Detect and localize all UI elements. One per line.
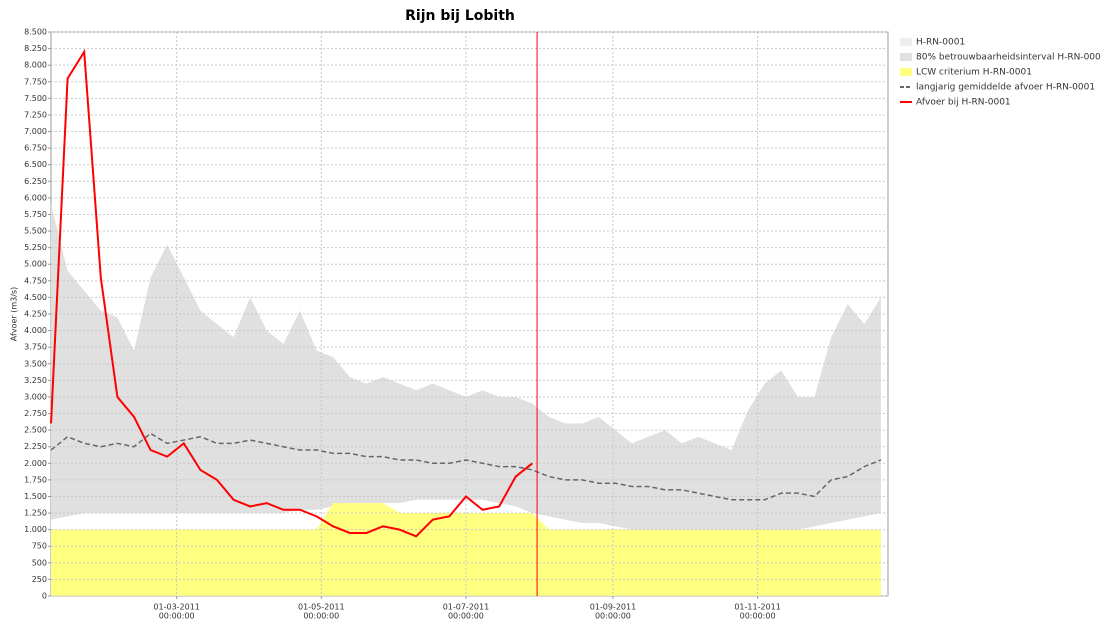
y-tick-label: 6.250 [24,177,47,186]
y-tick-label: 8.250 [24,44,47,53]
x-tick-label: 01-03-2011 [153,603,200,612]
y-tick-label: 2.750 [24,409,47,418]
line [50,432,882,501]
y-tick-label: 7.250 [24,110,47,119]
x-tick-time: 00:00:00 [303,612,339,621]
legend-swatch [900,38,912,46]
x-tick-label: 01-11-2011 [734,603,781,612]
x-tick-label: 01-07-2011 [443,603,490,612]
y-tick-label: 1.500 [24,492,47,501]
y-tick-label: 750 [32,542,47,551]
legend-label: LCW criterium H-RN-0001 [916,68,1032,78]
y-tick-label: 5.750 [24,210,47,219]
y-tick-label: 8.000 [24,61,47,70]
y-tick-label: 0 [42,592,47,601]
y-tick-label: 5.500 [24,227,47,236]
y-tick-label: 3.250 [24,376,47,385]
x-tick-time: 00:00:00 [159,612,195,621]
y-tick-label: 6.000 [24,193,47,202]
y-tick-label: 4.750 [24,276,47,285]
y-tick-label: 6.500 [24,160,47,169]
y-tick-label: 2.500 [24,426,47,435]
y-tick-label: 500 [32,558,47,567]
y-tick-label: 1.750 [24,475,47,484]
y-tick-label: 7.500 [24,94,47,103]
y-axis-label: Afvoer (m3/s) [10,287,19,341]
x-tick-time: 00:00:00 [740,612,776,621]
y-tick-label: 6.750 [24,144,47,153]
legend-label: H-RN-0001 [916,38,965,48]
x-tick-label: 01-05-2011 [298,603,345,612]
legend-label: langjarig gemiddelde afvoer H-RN-0001 [916,83,1095,93]
chart-title: Rijn bij Lobith [405,8,515,24]
y-tick-label: 1.000 [24,525,47,534]
y-tick-label: 4.000 [24,326,47,335]
y-tick-label: 7.750 [24,77,47,86]
y-tick-label: 7.000 [24,127,47,136]
legend-label: 80% betrouwbaarheidsinterval H-RN-0001 [916,53,1101,63]
y-tick-label: 4.250 [24,310,47,319]
y-tick-label: 3.000 [24,392,47,401]
y-tick-label: 3.500 [24,359,47,368]
y-tick-label: 2.250 [24,442,47,451]
legend-label: Afvoer bij H-RN-0001 [916,98,1011,108]
line [50,48,533,538]
x-tick-time: 00:00:00 [448,612,484,621]
y-tick-label: 8.500 [24,28,47,37]
x-tick-time: 00:00:00 [595,612,631,621]
y-tick-label: 5.000 [24,260,47,269]
x-tick-label: 01-09-2011 [590,603,637,612]
y-tick-label: 4.500 [24,293,47,302]
y-tick-label: 3.750 [24,343,47,352]
grid-layer [51,31,888,597]
y-tick-label: 5.250 [24,243,47,252]
y-tick-label: 1.250 [24,509,47,518]
legend-swatch [900,53,912,61]
legend-swatch [900,68,912,76]
y-tick-label: 2.000 [24,459,47,468]
y-tick-label: 250 [32,575,47,584]
